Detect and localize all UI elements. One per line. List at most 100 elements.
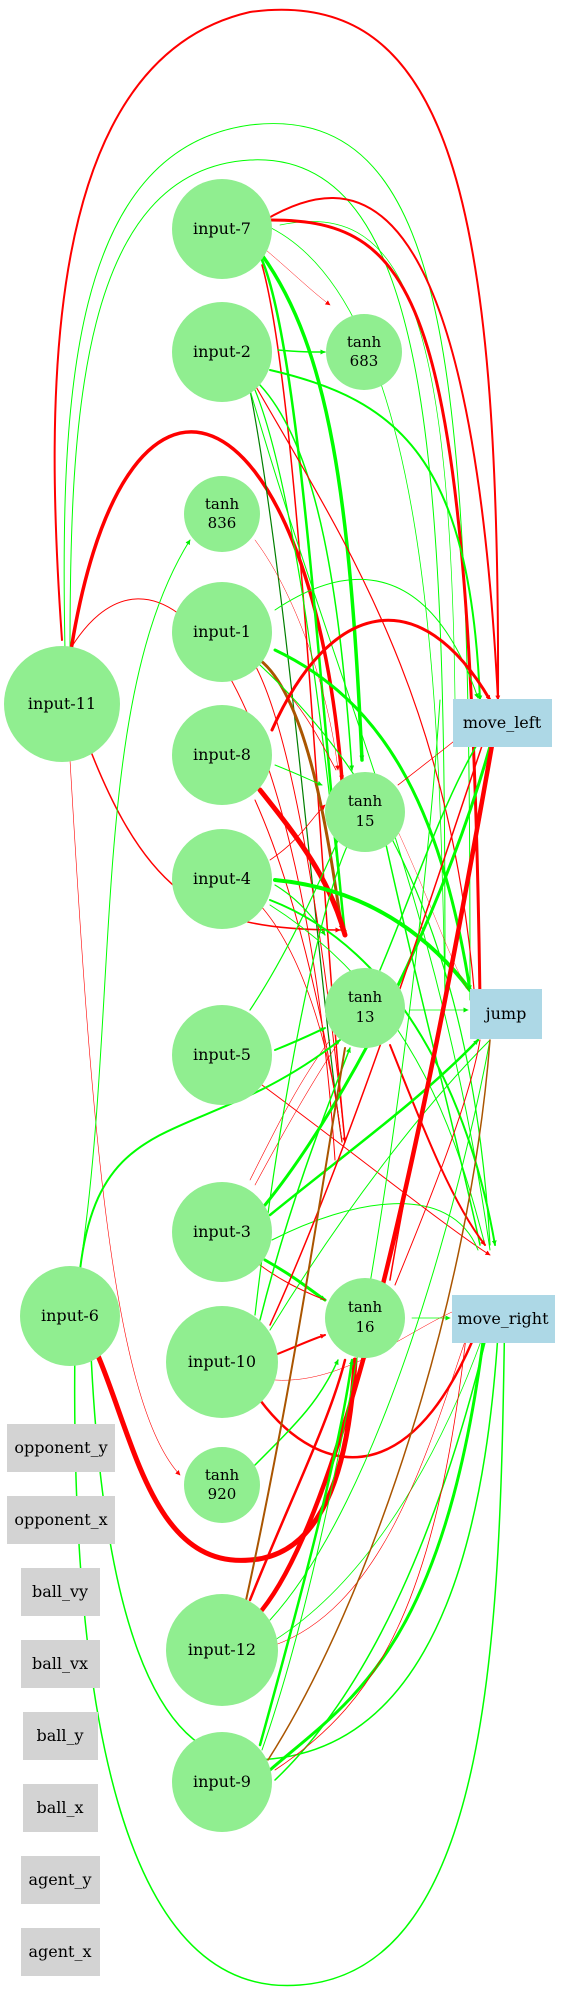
edge-input12-tanh13 (244, 1047, 346, 1606)
node-tanh-836: tanh 836 (184, 476, 260, 552)
edge-input8-tanh13 (257, 787, 348, 938)
edge-input2-tanh16 (249, 389, 343, 1143)
node-tanh-836-label-id: 836 (208, 514, 237, 532)
node-input-7-label: input-7 (193, 219, 251, 238)
node-tanh-683-label-type: tanh (347, 333, 382, 351)
node-input-2: input-2 (172, 302, 272, 402)
node-tanh-920-label-id: 920 (208, 1485, 237, 1503)
edge-tanh836-tanh15 (254, 539, 340, 771)
node-tanh-13-label-type: tanh (348, 988, 383, 1006)
node-input-12-label: input-12 (188, 1640, 256, 1659)
node-input-3-label: input-3 (193, 1222, 251, 1241)
edge-tanh13-moveleft (379, 727, 489, 971)
node-input-8-label: input-8 (193, 745, 251, 764)
edge-tanh13-moveright (389, 1044, 486, 1246)
edge-input6-tanh836 (79, 539, 191, 1269)
node-input-9: input-9 (172, 1732, 272, 1832)
node-input-11-label: input-11 (28, 694, 96, 713)
node-opponent-x: opponent_x (7, 1496, 115, 1544)
edge-input1-moveleft-g (274, 579, 479, 699)
node-ball-x-label: ball_x (36, 1798, 83, 1817)
node-ball-y-label: ball_y (36, 1726, 83, 1745)
edge-input6-tanh13 (79, 1039, 341, 1271)
node-input-6-label: input-6 (41, 1306, 99, 1325)
node-tanh-920-label-type: tanh (205, 1466, 240, 1484)
edge-input7-tanh15 (260, 253, 365, 762)
node-tanh-13: tanh 13 (325, 968, 405, 1048)
node-input-5-label: input-5 (193, 1045, 251, 1064)
node-input-8: input-8 (172, 705, 272, 805)
node-input-7: input-7 (172, 179, 272, 279)
node-ball-vx: ball_vx (21, 1640, 100, 1688)
edge-input12-tanh16 (248, 1358, 347, 1602)
node-opponent-x-label: opponent_x (14, 1510, 107, 1529)
edge-input11-moveright-green (69, 159, 446, 1001)
node-input-1-label: input-1 (193, 622, 251, 641)
node-tanh-15-label-type: tanh (348, 792, 383, 810)
node-input-11: input-11 (4, 646, 120, 762)
node-move-left-label: move_left (463, 713, 542, 732)
node-input-12: input-12 (166, 1594, 278, 1706)
node-move-left: move_left (453, 699, 552, 747)
edge-input11-tanh920 (69, 759, 181, 1476)
edge-input3-jump (268, 1038, 480, 1217)
edge-input9-tanh16 (258, 1358, 354, 1747)
node-agent-x-label: agent_x (28, 1942, 91, 1961)
node-input-4: input-4 (172, 829, 272, 929)
edge-input6-moveright (89, 1299, 503, 1761)
edge-input10-tanh16 (274, 1334, 326, 1356)
edge-input11-moveleft (53, 8, 500, 701)
edge-input3-moveright (271, 1203, 479, 1251)
edge-input10-moveright (258, 1298, 490, 1459)
node-jump-label: jump (484, 1004, 527, 1023)
edge-input2-jump (254, 384, 476, 1001)
edge-input10-jump (269, 1039, 491, 1331)
node-input-2-label: input-2 (193, 342, 251, 361)
edge-input1-tanh13 (258, 658, 344, 932)
node-ball-vy: ball_vy (21, 1568, 100, 1616)
edge-input10-tanh13 (259, 1047, 351, 1321)
node-input-6: input-6 (20, 1266, 120, 1366)
edge-input12-moveleft (259, 725, 498, 1613)
node-tanh-16-label-id: 16 (355, 1318, 374, 1336)
edge-tanh920-tanh16 (254, 1359, 339, 1466)
edge-input5-tanh13 (274, 1027, 326, 1051)
edge-input9-jump (267, 1039, 491, 1761)
edge-input4-moveright (269, 899, 497, 1246)
node-ball-vy-label: ball_vy (32, 1582, 88, 1601)
node-tanh-13-label-id: 13 (355, 1008, 374, 1026)
edge-input3-tanh16-r (259, 1264, 326, 1301)
edge-input8-moveleft (270, 618, 492, 732)
node-ball-vx-label: ball_vx (32, 1654, 88, 1673)
node-tanh-16: tanh 16 (325, 1278, 405, 1358)
node-input-10-label: input-10 (188, 1352, 256, 1371)
node-tanh-683: tanh 683 (326, 314, 402, 390)
edge-input12-jump (269, 1039, 491, 1621)
edge-input3-tanh13 (254, 1039, 341, 1186)
node-agent-y-label: agent_y (28, 1870, 91, 1889)
edge-input9-moveright (268, 1298, 490, 1772)
edge-input9-moveright-r (274, 1299, 471, 1771)
edge-input2-tanh15 (259, 384, 355, 771)
node-tanh-836-label-type: tanh (205, 495, 240, 513)
node-tanh-16-label-type: tanh (348, 1298, 383, 1316)
edge-input5-tanh15 (249, 824, 346, 1011)
edge-input8-tanh15 (274, 764, 323, 786)
edge-input4-moveright-b (269, 904, 486, 1246)
node-input-10: input-10 (166, 1306, 278, 1418)
node-tanh-683-label-id: 683 (350, 352, 379, 370)
edge-input9-moveleft (261, 699, 441, 1751)
node-tanh-920: tanh 920 (184, 1447, 260, 1523)
node-input-4-label: input-4 (193, 869, 251, 888)
edge-input4-tanh15 (269, 804, 326, 861)
edge-input7-tanh683 (259, 244, 331, 306)
node-input-3: input-3 (172, 1182, 272, 1282)
node-move-right-label: move_right (457, 1309, 549, 1328)
node-input-1: input-1 (172, 582, 272, 682)
edge-input4-jump (273, 878, 472, 992)
edge-tanh16-jump (394, 1039, 481, 1286)
edge-input2-tanh683 (277, 349, 326, 355)
edge-tanh15-jump (394, 824, 469, 991)
node-move-right: move_right (452, 1295, 555, 1343)
